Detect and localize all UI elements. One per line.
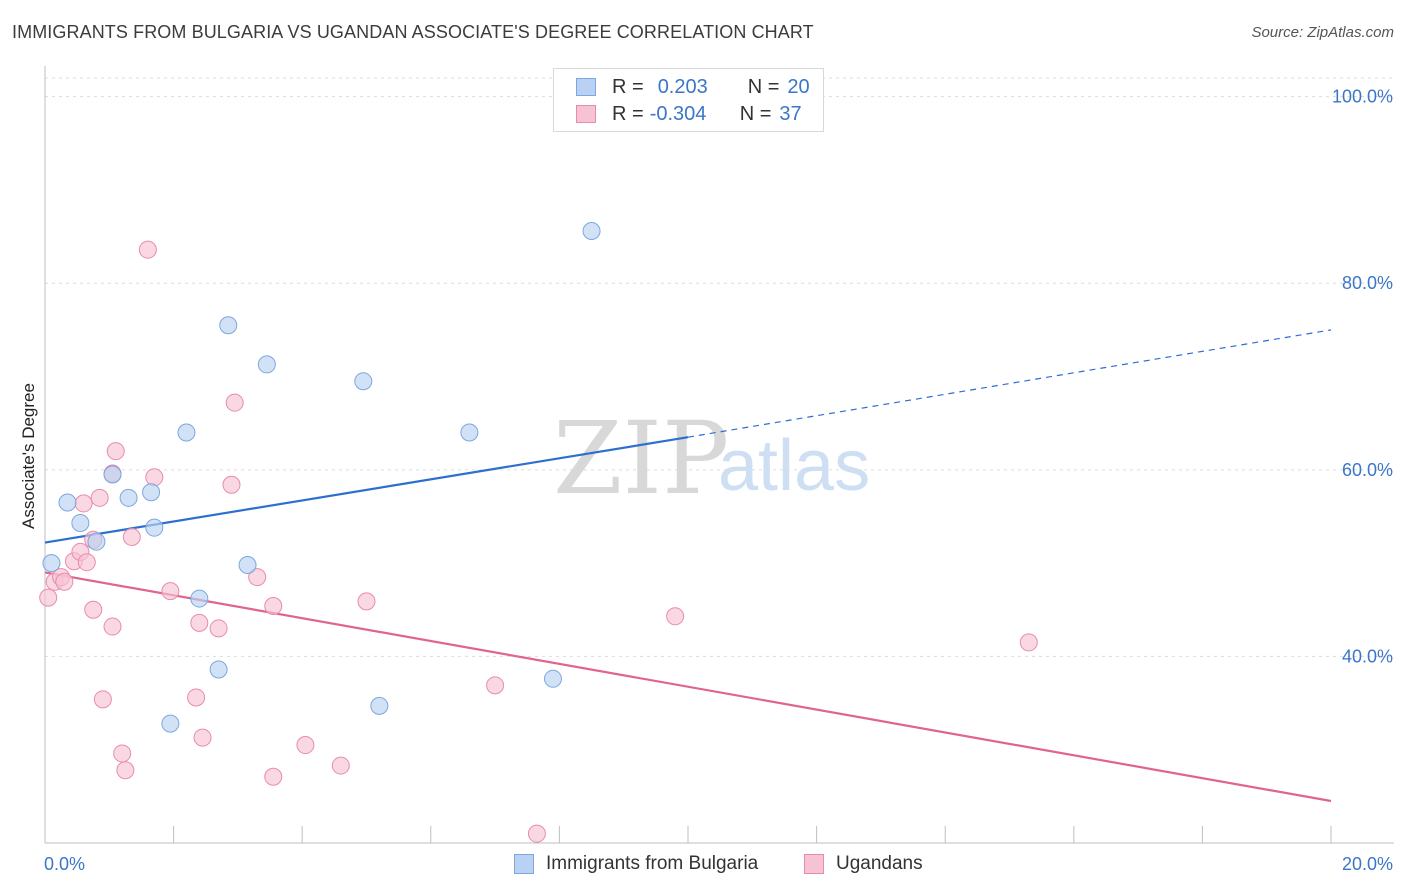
point-ugandans [138, 240, 157, 259]
watermark-atlas: atlas [718, 426, 870, 506]
legend-n-value: 37 [779, 102, 802, 125]
point-ugandans [527, 824, 546, 843]
point-bulgaria [190, 589, 209, 608]
bottom-legend-swatch-blue [514, 854, 534, 874]
x-tick-label: 20.0% [1342, 854, 1393, 874]
point-ugandans [122, 528, 141, 546]
point-ugandans [161, 582, 180, 601]
legend-r-label: R = [612, 75, 644, 98]
y-tick-label: 60.0% [1342, 460, 1393, 480]
bottom-legend-bulgaria: Immigrants from Bulgaria [514, 852, 758, 876]
point-ugandans [190, 613, 209, 632]
point-bulgaria [219, 316, 238, 335]
point-bulgaria [161, 714, 180, 733]
point-ugandans [248, 568, 267, 587]
axes [44, 66, 1394, 844]
tick-labels: 40.0% 60.0% 80.0% 100.0% 0.0% 20.0% [44, 87, 1393, 874]
bottom-legend-swatch-pink [804, 854, 824, 874]
legend-row-ugandans: R = -0.304 N = 37 [576, 101, 802, 127]
y-tick-label: 100.0% [1332, 87, 1393, 107]
point-ugandans [666, 607, 685, 626]
point-bulgaria [71, 514, 90, 533]
point-ugandans [296, 736, 315, 755]
point-ugandans [116, 761, 135, 780]
point-ugandans [93, 690, 112, 709]
legend-r-value: -0.304 [649, 102, 707, 125]
chart-title: IMMIGRANTS FROM BULGARIA VS UGANDAN ASSO… [12, 22, 814, 42]
point-bulgaria [145, 518, 164, 537]
watermark-zip: ZIP [553, 400, 729, 517]
source-label: Source: ZipAtlas.com [1251, 24, 1394, 41]
point-ugandans [1019, 633, 1038, 652]
legend-swatch-pink [576, 105, 596, 123]
point-bulgaria [177, 423, 196, 442]
point-ugandans [145, 468, 164, 487]
point-ugandans [357, 592, 376, 611]
point-ugandans [77, 553, 96, 572]
point-ugandans [222, 475, 241, 494]
watermark: ZIP atlas [553, 400, 870, 517]
point-ugandans [90, 488, 109, 507]
legend-n-label: N = [747, 75, 780, 98]
point-bulgaria [142, 483, 161, 502]
bottom-legend-ugandans: Ugandans [804, 852, 923, 876]
point-ugandans [264, 767, 283, 786]
point-ugandans [113, 744, 132, 763]
point-ugandans [193, 728, 212, 747]
point-bulgaria [543, 669, 562, 688]
x-tick-label: 0.0% [44, 854, 85, 874]
y-axis-label: Associate's Degree [19, 383, 38, 529]
point-bulgaria [87, 532, 106, 551]
point-bulgaria [103, 465, 122, 484]
point-ugandans [264, 597, 283, 616]
point-bulgaria [119, 488, 138, 507]
y-tick-label: 80.0% [1342, 273, 1393, 293]
point-bulgaria [58, 493, 77, 512]
data-points [39, 222, 1038, 843]
point-ugandans [225, 393, 244, 412]
point-ugandans [331, 756, 350, 775]
point-ugandans [486, 676, 505, 695]
point-bulgaria [460, 423, 479, 442]
bottom-legend-label-blue: Immigrants from Bulgaria [546, 853, 759, 874]
point-ugandans [84, 600, 103, 619]
y-tick-label: 40.0% [1342, 646, 1393, 666]
point-bulgaria [354, 372, 373, 391]
stats-legend: R = 0.203 N = 20 R = -0.304 N = 37 [553, 68, 824, 132]
point-ugandans [103, 617, 122, 636]
legend-row-bulgaria: R = 0.203 N = 20 [576, 74, 810, 100]
legend-r-label: R = [612, 102, 644, 125]
point-ugandans [74, 494, 93, 513]
bottom-legend-label-pink: Ugandans [836, 853, 923, 874]
point-ugandans [187, 688, 206, 707]
point-ugandans [55, 572, 74, 591]
point-ugandans [39, 588, 58, 607]
point-bulgaria [238, 555, 257, 574]
legend-swatch-blue [576, 78, 596, 96]
legend-r-value: 0.203 [657, 75, 708, 98]
point-ugandans [209, 619, 228, 638]
point-ugandans [106, 442, 125, 461]
legend-n-value: 20 [787, 75, 810, 98]
trend-line-ugandans [44, 571, 1332, 803]
point-bulgaria [370, 696, 389, 715]
point-bulgaria [582, 222, 601, 240]
point-bulgaria [42, 554, 61, 573]
point-bulgaria [257, 355, 276, 374]
legend-n-label: N = [739, 102, 772, 125]
point-bulgaria [209, 660, 228, 679]
trend-line-bulgaria-extension [687, 329, 1332, 438]
